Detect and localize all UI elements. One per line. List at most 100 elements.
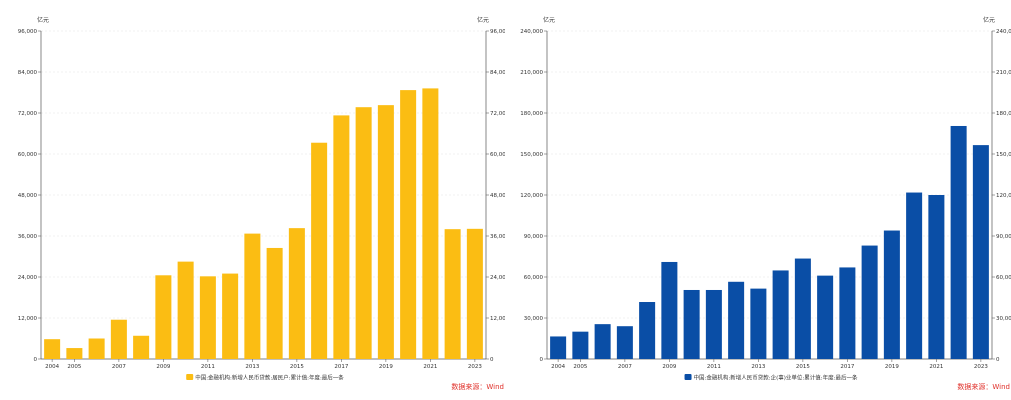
bar-2015 (288, 228, 305, 359)
left-y-tick-label: 96,000 (18, 29, 38, 35)
bar-2006 (594, 324, 611, 359)
bar-2008 (133, 335, 150, 359)
right-y-tick-label: 36,000 (490, 234, 505, 240)
bar-2013 (244, 233, 261, 359)
bar-2009 (661, 261, 678, 359)
right-y-tick-label: 96,000 (490, 29, 505, 35)
bar-2016 (311, 142, 328, 359)
right-y-tick-label: 150,000 (996, 152, 1011, 158)
x-tick-label: 2004 (45, 364, 59, 370)
bar-2017 (839, 267, 856, 359)
bar-2012 (728, 281, 745, 359)
bar-2008 (639, 302, 656, 359)
x-tick-label: 2009 (662, 364, 676, 370)
source-note: 数据来源：Wind (957, 382, 1010, 391)
x-tick-label: 2007 (112, 364, 126, 370)
source-note: 数据来源：Wind (451, 382, 504, 391)
legend-label: 中国:金融机构:新增人民币贷款:企(事)业单位:累计值:年度:最后一条 (694, 374, 858, 382)
corporate-loans-chart: 亿元 亿元 0 0 30,000 30,000 60,000 60,000 90,000 90,0… (520, 16, 1011, 391)
bar-2005 (572, 331, 589, 359)
left-axis-unit: 亿元 (37, 16, 49, 24)
right-y-tick-label: 72,000 (490, 111, 505, 117)
left-y-tick-label: 60,000 (18, 152, 38, 158)
bar-2011 (199, 276, 216, 359)
right-y-tick-label: 60,000 (490, 152, 505, 158)
left-y-tick-label: 120,000 (520, 193, 543, 199)
bar-2023 (466, 228, 483, 359)
x-tick-label: 2021 (423, 364, 437, 370)
bar-2021 (928, 195, 945, 359)
x-tick-label: 2011 (707, 364, 721, 370)
right-axis-unit: 亿元 (477, 16, 489, 24)
bar-2012 (222, 273, 239, 359)
left-y-tick-label: 0 (34, 357, 38, 363)
x-tick-label: 2005 (67, 364, 81, 370)
left-axis-unit: 亿元 (543, 16, 555, 24)
bar-2010 (177, 261, 194, 359)
left-y-tick-label: 240,000 (520, 29, 543, 35)
x-tick-label: 2023 (468, 364, 482, 370)
right-y-tick-label: 0 (490, 357, 494, 363)
x-tick-label: 2005 (573, 364, 587, 370)
right-y-tick-label: 12,000 (490, 316, 505, 322)
bar-2021 (422, 88, 439, 360)
x-tick-label: 2017 (334, 364, 348, 370)
bar-2009 (155, 275, 172, 359)
right-y-tick-label: 90,000 (996, 234, 1011, 240)
left-y-tick-label: 30,000 (524, 316, 544, 322)
left-y-tick-label: 84,000 (18, 70, 38, 76)
left-y-tick-label: 60,000 (524, 275, 544, 281)
right-y-tick-label: 210,000 (996, 70, 1011, 76)
right-y-tick-label: 48,000 (490, 193, 505, 199)
bar-2020 (906, 192, 923, 359)
x-tick-label: 2013 (245, 364, 259, 370)
bar-2011 (705, 289, 722, 359)
bar-2018 (355, 107, 372, 359)
left-y-tick-label: 150,000 (520, 152, 543, 158)
bar-2014 (772, 270, 789, 359)
bar-2020 (400, 90, 417, 359)
right-y-tick-label: 180,000 (996, 111, 1011, 117)
bar-2014 (266, 247, 283, 359)
bar-2022 (444, 229, 461, 359)
legend-label: 中国:金融机构:新增人民币贷款:居民户:累计值:年度:最后一条 (195, 374, 344, 382)
left-y-tick-label: 180,000 (520, 111, 543, 117)
bar-2005 (66, 348, 83, 359)
bar-2007 (110, 319, 127, 359)
right-y-tick-label: 24,000 (490, 275, 505, 281)
x-tick-label: 2021 (929, 364, 943, 370)
left-y-tick-label: 24,000 (18, 275, 38, 281)
legend-swatch (684, 374, 692, 380)
bar-2007 (616, 326, 633, 359)
left-y-tick-label: 90,000 (524, 234, 544, 240)
bar-2023 (972, 145, 989, 359)
bar-2022 (950, 125, 967, 359)
bar-2016 (817, 275, 834, 359)
household-loans-chart: 亿元 亿元 0 0 12,000 12,000 24,000 24,000 36,000 36,0… (18, 16, 505, 391)
bar-2017 (333, 115, 350, 360)
legend-swatch (186, 374, 194, 380)
left-y-tick-label: 12,000 (18, 316, 38, 322)
bar-2019 (377, 105, 394, 360)
left-y-tick-label: 0 (540, 357, 544, 363)
x-tick-label: 2019 (379, 364, 393, 370)
bar-2018 (861, 245, 878, 359)
left-y-tick-label: 36,000 (18, 234, 38, 240)
bar-2006 (88, 338, 105, 359)
left-y-tick-label: 72,000 (18, 111, 38, 117)
right-y-tick-label: 240,000 (996, 29, 1011, 35)
right-y-tick-label: 30,000 (996, 316, 1011, 322)
bar-2019 (883, 230, 900, 359)
x-tick-label: 2013 (751, 364, 765, 370)
x-tick-label: 2017 (840, 364, 854, 370)
x-tick-label: 2007 (618, 364, 632, 370)
x-tick-label: 2015 (290, 364, 304, 370)
right-y-tick-label: 0 (996, 357, 1000, 363)
bar-2004 (44, 339, 61, 359)
right-y-tick-label: 84,000 (490, 70, 505, 76)
x-tick-label: 2009 (156, 364, 170, 370)
bar-2013 (750, 288, 767, 359)
right-axis-unit: 亿元 (983, 16, 995, 24)
x-tick-label: 2019 (885, 364, 899, 370)
